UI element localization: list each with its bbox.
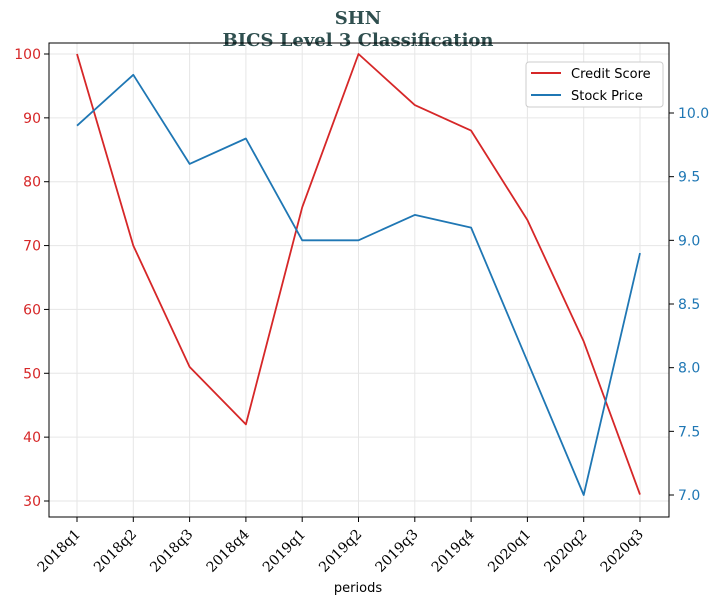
y-right-tick-label: 10.0 <box>678 106 709 122</box>
y-left-tick-label: 90 <box>23 111 41 127</box>
x-axis-label: periods <box>334 581 382 596</box>
x-tick-label: 2019q3 <box>372 527 421 576</box>
x-tick-label: 2019q1 <box>260 527 309 576</box>
y-right-tick-label: 9.0 <box>678 233 700 249</box>
y-left-tick-label: 50 <box>23 366 41 382</box>
x-tick-label: 2020q2 <box>541 527 590 576</box>
y-right-tick-label: 8.5 <box>678 297 700 313</box>
series-line-credit-score <box>76 53 641 495</box>
x-tick-label: 2018q2 <box>91 527 140 576</box>
y-axis-left: 30 40 50 60 70 80 90 100 <box>14 47 49 510</box>
y-axis-right: 7.0 7.5 8.0 8.5 9.0 9.5 10.0 <box>669 106 709 504</box>
x-tick-label: 2019q4 <box>429 526 478 575</box>
y-right-tick-label: 7.5 <box>678 424 700 440</box>
x-tick-label: 2018q4 <box>204 526 253 575</box>
y-right-tick-label: 7.0 <box>678 488 700 504</box>
y-left-tick-label: 100 <box>14 47 41 63</box>
y-left-tick-label: 80 <box>23 175 41 191</box>
legend-label: Credit Score <box>571 67 651 82</box>
y-left-tick-label: 70 <box>23 239 41 255</box>
legend-label: Stock Price <box>571 89 643 104</box>
x-tick-label: 2020q1 <box>485 527 534 576</box>
x-tick-label: 2018q1 <box>35 527 84 576</box>
chart-subtitle: BICS Level 3 Classification <box>222 30 493 51</box>
y-left-tick-label: 30 <box>23 494 41 510</box>
x-tick-label: 2019q2 <box>316 527 365 576</box>
chart-title: SHN <box>335 8 381 29</box>
x-tick-label: 2018q3 <box>147 527 196 576</box>
grid <box>49 43 669 517</box>
y-left-tick-label: 60 <box>23 302 41 318</box>
series-group <box>76 53 641 496</box>
x-axis: 2018q1 2018q2 2018q3 2018q4 2019q1 2019q2 2019… <box>35 517 647 576</box>
legend: Credit Score Stock Price <box>525 61 664 108</box>
y-left-tick-label: 40 <box>23 430 41 446</box>
x-tick-label: 2020q3 <box>598 527 647 576</box>
y-right-tick-label: 8.0 <box>678 361 700 377</box>
series-line-stock-price <box>76 73 641 496</box>
y-right-tick-label: 9.5 <box>678 170 700 186</box>
